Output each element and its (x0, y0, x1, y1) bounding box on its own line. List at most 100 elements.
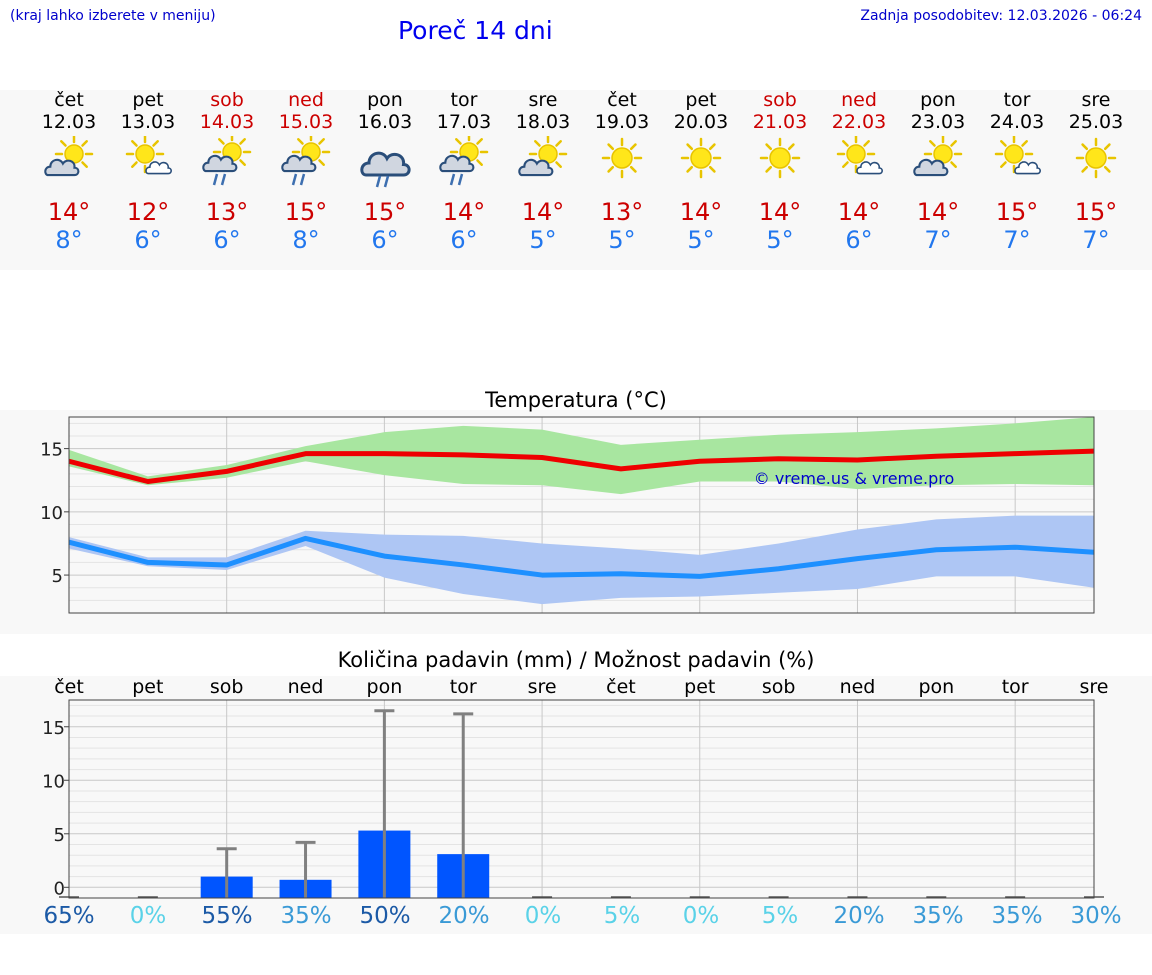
y-tick-label: 15 (42, 718, 65, 739)
day-name: čet (607, 89, 637, 111)
temp-max: 15° (284, 198, 328, 226)
temp-min: 5° (529, 226, 557, 254)
temp-min: 5° (687, 226, 715, 254)
temperature-chart: 5 10 15 © vreme.us & vreme.pro (40, 416, 1095, 614)
day-date: 12.03 (41, 111, 97, 133)
x-category-label: pon (918, 676, 954, 698)
precip-probability: 35% (912, 903, 964, 929)
day-column: pet 20.03 (661, 89, 741, 133)
x-category-label: pon (367, 676, 403, 698)
temp-min: 6° (134, 226, 162, 254)
day-column: čet 19.03 (582, 89, 662, 133)
temp-max: 15° (995, 198, 1039, 226)
last-updated: Zadnja posodobitev: 12.03.2026 - 06:24 (860, 8, 1142, 24)
temp-max: 14° (837, 198, 881, 226)
day-name: tor (450, 89, 478, 111)
sun-cloud-icon (913, 134, 965, 196)
day-date: 17.03 (436, 111, 492, 133)
x-category-label: čet (54, 676, 84, 698)
temp-max: 14° (758, 198, 802, 226)
day-date: 18.03 (515, 111, 571, 133)
x-category-label: sob (762, 676, 796, 698)
sun-cloud-icon (518, 134, 570, 196)
sun-icon (597, 136, 649, 196)
sun-cloud-rain-icon (439, 132, 491, 196)
day-name: pet (132, 89, 164, 111)
sun-small-cloud-icon (123, 134, 175, 196)
page-title: Poreč 14 dni (398, 16, 553, 45)
temperature-chart-title: Temperatura (°C) (485, 388, 667, 412)
y-tick-label: 5 (54, 825, 65, 846)
temp-min: 6° (845, 226, 873, 254)
y-tick-label: 0 (54, 878, 65, 899)
precip-probability: 35% (991, 903, 1043, 929)
day-name: tor (1003, 89, 1031, 111)
day-date: 16.03 (357, 111, 413, 133)
precip-probability: 20% (438, 903, 490, 929)
day-date: 15.03 (278, 111, 334, 133)
x-category-label: pet (684, 676, 715, 698)
day-name: čet (54, 89, 84, 111)
sun-small-cloud-icon (992, 134, 1044, 196)
temp-min: 6° (213, 226, 241, 254)
precip-probability: 5% (603, 903, 641, 929)
temp-min: 5° (608, 226, 636, 254)
temp-max: 14° (916, 198, 960, 226)
precip-probability: 0% (129, 903, 167, 929)
x-category-label: ned (840, 676, 876, 698)
day-date: 25.03 (1068, 111, 1124, 133)
x-category-label: pet (132, 676, 163, 698)
temp-max: 15° (1074, 198, 1118, 226)
day-name: ned (288, 89, 324, 111)
day-date: 21.03 (752, 111, 808, 133)
temp-max: 13° (205, 198, 249, 226)
day-column: ned 22.03 (819, 89, 899, 133)
cloud-rain-icon (360, 136, 412, 196)
sun-cloud-rain-icon (281, 132, 333, 196)
plot-frame (68, 699, 1095, 899)
precip-probability: 35% (280, 903, 332, 929)
max-range-band (69, 417, 1094, 495)
temp-min: 7° (924, 226, 952, 254)
min-temp-line (68, 535, 1095, 579)
precipitation-chart-title: Količina padavin (mm) / Možnost padavin … (337, 648, 815, 672)
sun-cloud-icon (44, 134, 96, 196)
max-temp-line (68, 448, 1095, 484)
temp-min: 8° (292, 226, 320, 254)
plot-area (69, 700, 1094, 898)
temp-min: 6° (450, 226, 478, 254)
precip-probability: 50% (359, 903, 411, 929)
day-name: pet (685, 89, 717, 111)
watermark: © vreme.us & vreme.pro (754, 469, 955, 488)
y-tick-label: 15 (40, 440, 63, 461)
temp-max: 14° (47, 198, 91, 226)
min-range-band (69, 515, 1094, 605)
temp-min: 5° (766, 226, 794, 254)
precip-probability: 20% (833, 903, 885, 929)
x-category-label: sre (1080, 676, 1109, 698)
x-category-label: sre (528, 676, 557, 698)
precip-probability: 55% (201, 903, 253, 929)
temp-min: 6° (371, 226, 399, 254)
day-name: sob (210, 89, 244, 111)
sun-icon (1071, 136, 1123, 196)
day-date: 22.03 (831, 111, 887, 133)
x-category-label: čet (606, 676, 636, 698)
day-column: tor 17.03 (424, 89, 504, 133)
day-name: sre (528, 89, 558, 111)
day-column: pet 13.03 (108, 89, 188, 133)
temp-max: 14° (521, 198, 565, 226)
y-tick-label: 10 (42, 771, 65, 792)
day-column: sob 21.03 (740, 89, 820, 133)
day-date: 19.03 (594, 111, 650, 133)
temp-min: 8° (55, 226, 83, 254)
day-name: pon (920, 89, 956, 111)
sun-icon (676, 136, 728, 196)
day-date: 24.03 (989, 111, 1045, 133)
temp-max: 15° (363, 198, 407, 226)
menu-note: (kraj lahko izberete v meniju) (10, 8, 216, 24)
temp-max: 13° (600, 198, 644, 226)
plot-frame (68, 416, 1095, 614)
precip-probability: 65% (43, 903, 95, 929)
x-category-label: tor (1002, 676, 1029, 698)
